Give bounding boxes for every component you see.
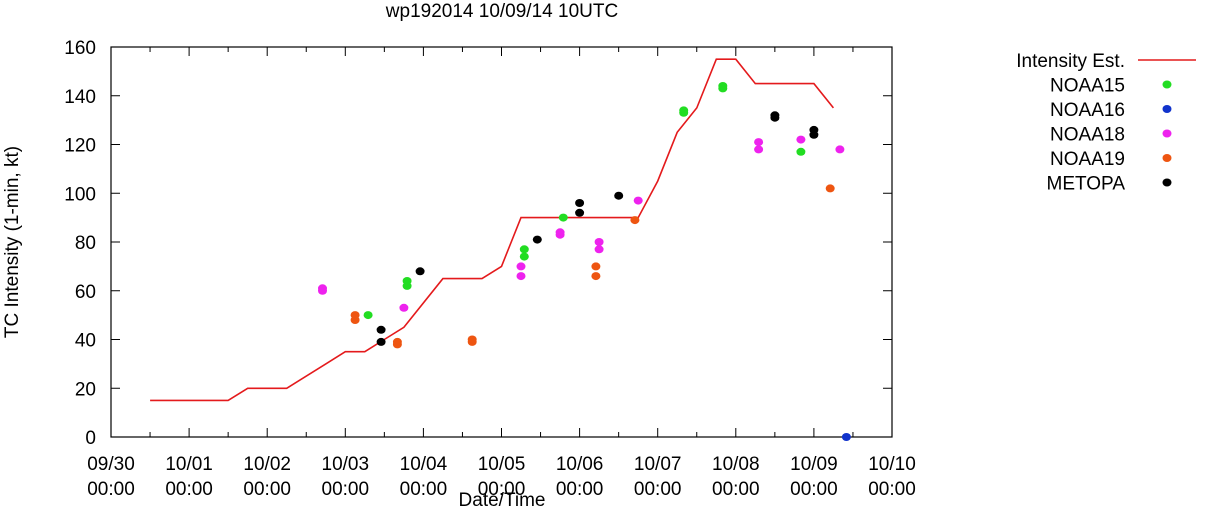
data-point: [841, 433, 851, 441]
data-point: [809, 125, 819, 134]
x-tick-label-date: 10/10: [868, 454, 916, 475]
data-point: [392, 337, 402, 346]
legend-label: NOAA15: [1050, 76, 1125, 97]
legend-swatch-point: [1162, 178, 1172, 187]
x-tick-label-date: 10/05: [478, 454, 526, 475]
data-point: [718, 82, 728, 90]
data-point: [594, 245, 604, 254]
data-point: [516, 272, 526, 281]
data-point: [519, 245, 529, 254]
x-axis-label: Date/Time: [459, 490, 546, 509]
y-tick-label: 140: [64, 87, 96, 108]
series-noaa19: [350, 184, 835, 349]
x-tick-label-date: 10/06: [556, 454, 604, 475]
data-point: [555, 228, 565, 237]
x-tick-label-time: 00:00: [322, 479, 370, 500]
plot-frame: [110, 46, 893, 438]
data-point: [399, 303, 409, 312]
x-tick-label-date: 09/30: [87, 454, 135, 475]
data-point: [376, 337, 386, 346]
x-tick-label-time: 00:00: [634, 479, 682, 500]
legend-swatch-point: [1162, 129, 1172, 138]
series-metopa: [376, 111, 819, 346]
data-point: [754, 138, 764, 147]
legend: Intensity Est. NOAA15 NOAA16 NOAA18 NOAA19 ME…: [1016, 51, 1196, 195]
data-point: [467, 335, 477, 344]
data-point: [575, 199, 585, 207]
series-noaa16: [841, 433, 851, 441]
data-point: [402, 277, 412, 285]
x-tick-label-time: 00:00: [400, 479, 448, 500]
y-tick-label: 60: [75, 282, 96, 303]
data-point: [575, 208, 585, 217]
legend-label: METOPA: [1047, 174, 1126, 195]
data-point: [591, 262, 601, 271]
axis-tick-labels: 0 20 40 60 80 100 120 140 160 09/30 00:00 10/01 00:0…: [64, 38, 915, 500]
legend-label: NOAA19: [1050, 149, 1125, 170]
x-tick-label-date: 10/08: [712, 454, 760, 475]
data-point: [519, 252, 529, 261]
data-point: [532, 235, 542, 244]
data-point: [825, 184, 835, 193]
x-tick-label-date: 10/01: [165, 454, 213, 475]
x-tick-label-date: 10/09: [790, 454, 838, 475]
data-point: [516, 262, 526, 271]
series-noaa15: [363, 82, 806, 320]
data-point: [796, 135, 806, 144]
data-point: [350, 311, 360, 320]
x-tick-label-time: 00:00: [243, 479, 291, 500]
legend-swatch-point: [1162, 80, 1172, 89]
y-tick-label: 40: [75, 331, 96, 352]
chart-title: wp192014 10/09/14 10UTC: [385, 1, 618, 22]
y-axis-label: TC Intensity (1-min, kt): [2, 146, 23, 338]
data-point: [630, 216, 640, 225]
data-point: [376, 325, 386, 334]
x-tick-label-date: 10/04: [400, 454, 448, 475]
intensity-line: [150, 58, 835, 402]
x-tick-label-time: 00:00: [478, 479, 526, 500]
legend-label: Intensity Est.: [1016, 51, 1125, 72]
x-tick-label-time: 00:00: [868, 479, 916, 500]
data-point: [770, 111, 780, 120]
data-point: [318, 284, 327, 293]
y-tick-label: 120: [64, 136, 96, 157]
data-point: [796, 147, 806, 156]
data-point: [558, 213, 568, 222]
data-point: [415, 267, 425, 276]
y-tick-label: 20: [75, 379, 96, 400]
x-tick-label-date: 10/07: [634, 454, 682, 475]
x-tick-label-time: 00:00: [556, 479, 604, 500]
series-noaa18: [318, 135, 845, 312]
series-intensity-est-: [150, 58, 835, 402]
data-point: [614, 191, 624, 200]
y-tick-label: 100: [64, 184, 96, 205]
y-tick-label: 160: [64, 38, 96, 59]
x-tick-label-date: 10/02: [243, 454, 291, 475]
data-point: [679, 106, 689, 115]
legend-label: NOAA18: [1050, 125, 1125, 146]
legend-swatch-point: [1162, 154, 1172, 162]
x-tick-label-time: 00:00: [165, 479, 213, 500]
x-tick-label-time: 00:00: [712, 479, 760, 500]
data-point: [594, 238, 604, 246]
x-tick-label-time: 00:00: [87, 479, 135, 500]
data-point: [754, 145, 764, 154]
data-point: [363, 311, 373, 320]
x-tick-label-date: 10/03: [322, 454, 370, 475]
series-layer: [150, 58, 851, 441]
y-tick-label: 0: [85, 428, 96, 449]
tick-marks: [110, 46, 893, 438]
y-tick-label: 80: [75, 233, 96, 254]
data-point: [591, 272, 601, 281]
legend-label: NOAA16: [1050, 100, 1125, 121]
data-point: [633, 196, 643, 205]
data-point: [835, 145, 845, 154]
legend-swatch-point: [1162, 105, 1172, 113]
x-tick-label-time: 00:00: [790, 479, 838, 500]
